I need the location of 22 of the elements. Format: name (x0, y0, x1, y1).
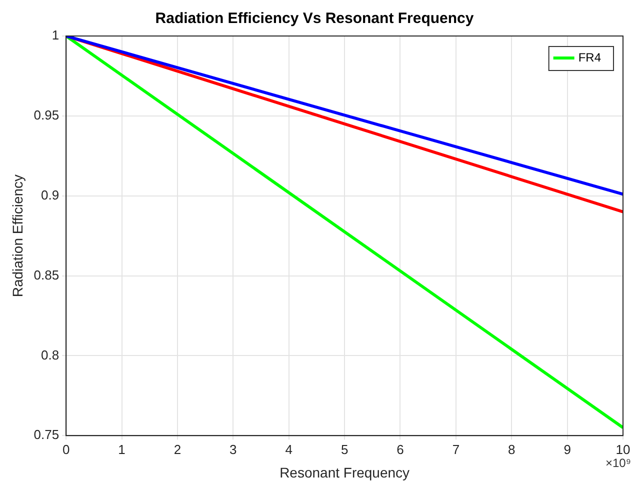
x-tick-label: 8 (508, 442, 516, 457)
x-tick-label: 4 (285, 442, 292, 457)
y-tick-label: 0.9 (41, 187, 60, 202)
y-tick-label: 0.8 (41, 347, 60, 362)
text: ×10⁹ (606, 456, 631, 470)
y-tick-label: 0.75 (34, 427, 60, 442)
x-tick-label: 10 (616, 442, 630, 457)
y-tick-label: 0.95 (34, 108, 60, 122)
chart-title: Radiation Efficiency Vs Resonant Frequency (155, 10, 474, 28)
y-tick-label: 1 (52, 28, 60, 43)
x-tick-label: 6 (396, 442, 404, 457)
x-tick-label: 7 (452, 442, 460, 457)
y-tick-label: 0.85 (34, 267, 60, 282)
x-tick-label: 5 (340, 442, 348, 457)
x-tick-label: 1 (118, 442, 126, 457)
x-tick-label: 0 (62, 442, 70, 457)
x-axis-title: Resonant Frequency (280, 464, 410, 480)
x-tick-label: 2 (174, 442, 182, 457)
y-axis-title: Radiation Efficiency (9, 174, 26, 298)
x-tick-label: 3 (230, 442, 237, 457)
x-tick-label: 9 (564, 442, 571, 457)
legend-label: FR4 (578, 50, 602, 64)
